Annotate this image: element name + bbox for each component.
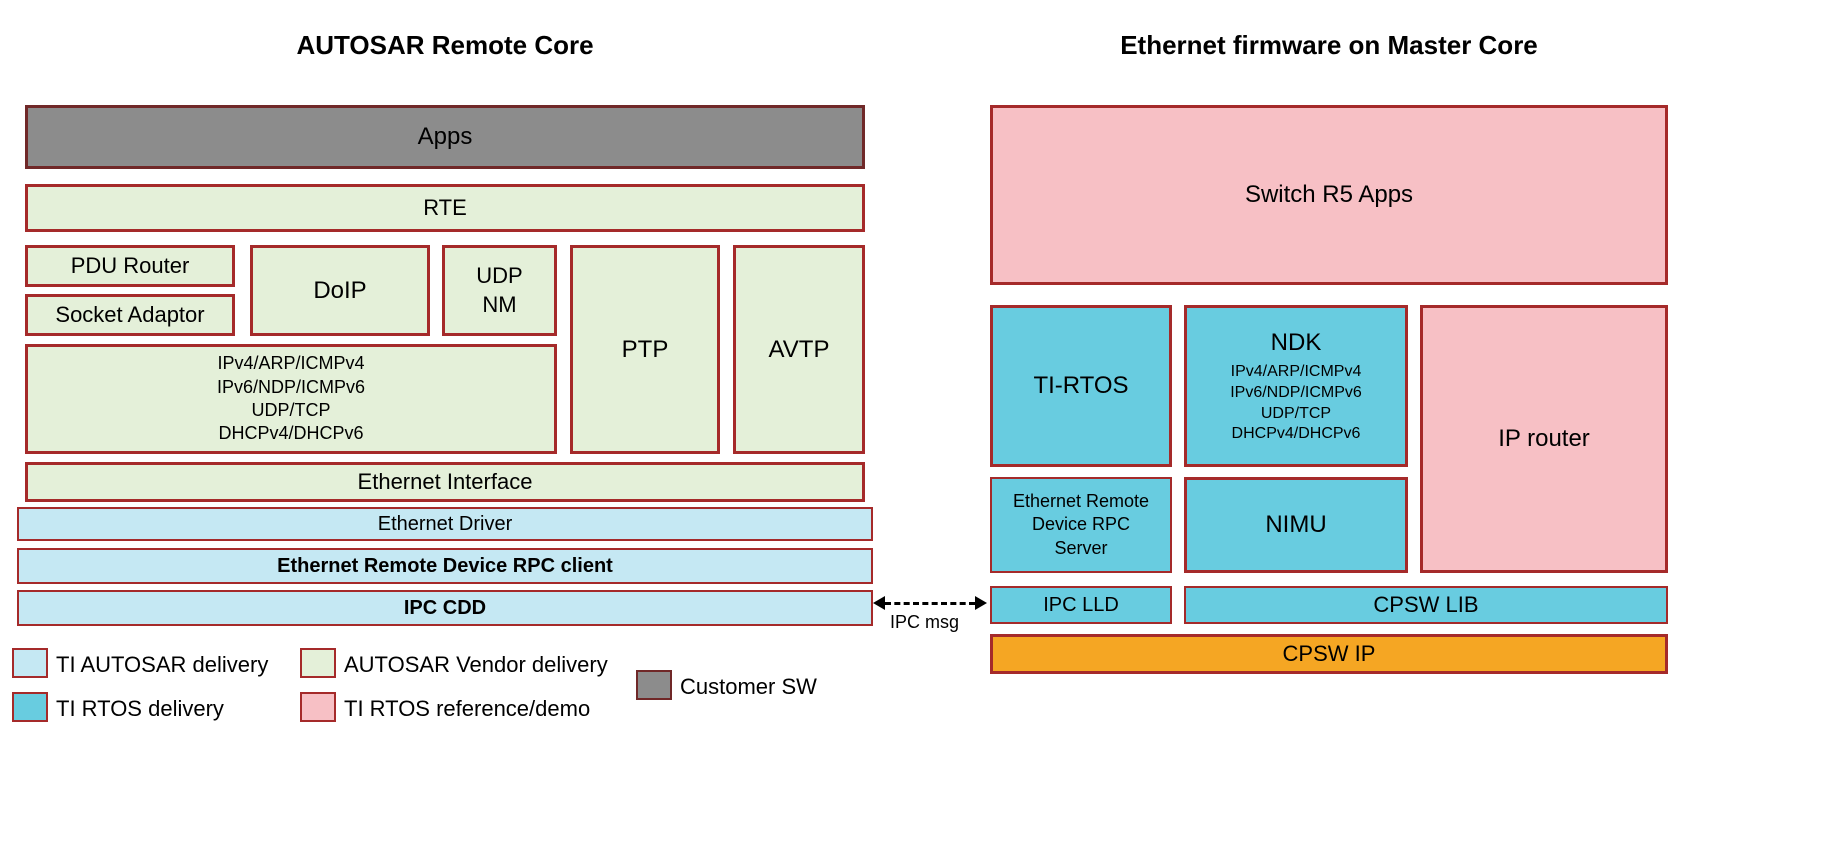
avtp-box: AVTP [733,245,865,454]
legend-label: AUTOSAR Vendor delivery [344,652,608,678]
rpc-client-box: Ethernet Remote Device RPC client [17,548,873,584]
ipc-cdd-box: IPC CDD [17,590,873,626]
rte-box: RTE [25,184,865,232]
ipc-arrow-line [885,602,975,605]
legend-swatch [300,692,336,722]
ndk-line: DHCPv4/DHCPv6 [1232,424,1361,445]
legend-label: TI RTOS delivery [56,696,224,722]
legend-label: Customer SW [680,674,817,700]
title-left: AUTOSAR Remote Core [25,30,865,61]
ndk-line: IPv4/ARP/ICMPv4 [1231,362,1362,383]
ipc-arrow-label: IPC msg [890,612,959,633]
cpsw-lib-box: CPSW LIB [1184,586,1668,624]
ip-router-box: IP router [1420,305,1668,573]
legend-swatch [636,670,672,700]
apps-box: Apps [25,105,865,169]
ip-stack-box: IPv4/ARP/ICMPv4 IPv6/NDP/ICMPv6 UDP/TCP … [25,344,557,454]
ptp-box: PTP [570,245,720,454]
eth-driver-box: Ethernet Driver [17,507,873,541]
title-right: Ethernet firmware on Master Core [990,30,1668,61]
nimu-box: NIMU [1184,477,1408,573]
ndk-title: NDK [1271,327,1322,358]
ipc-lld-box: IPC LLD [990,586,1172,624]
switch-r5-box: Switch R5 Apps [990,105,1668,285]
legend-swatch [12,648,48,678]
ip-stack-line: DHCPv4/DHCPv6 [218,422,363,445]
ndk-box: NDK IPv4/ARP/ICMPv4 IPv6/NDP/ICMPv6 UDP/… [1184,305,1408,467]
legend-swatch [300,648,336,678]
cpsw-ip-box: CPSW IP [990,634,1668,674]
eth-interface-box: Ethernet Interface [25,462,865,502]
legend-label: TI RTOS reference/demo [344,696,590,722]
legend-label: TI AUTOSAR delivery [56,652,268,678]
ti-rtos-box: TI-RTOS [990,305,1172,467]
ipc-arrow-head-left [873,596,885,610]
ip-stack-line: IPv4/ARP/ICMPv4 [217,352,364,375]
ip-stack-line: UDP/TCP [251,399,330,422]
ipc-arrow-head-right [975,596,987,610]
rpc-server-box: Ethernet Remote Device RPC Server [990,477,1172,573]
ip-stack-line: IPv6/NDP/ICMPv6 [217,376,365,399]
pdu-router-box: PDU Router [25,245,235,287]
ndk-line: UDP/TCP [1261,404,1331,425]
legend-swatch [12,692,48,722]
doip-box: DoIP [250,245,430,336]
udpnm-box: UDP NM [442,245,557,336]
socket-adaptor-box: Socket Adaptor [25,294,235,336]
ndk-line: IPv6/NDP/ICMPv6 [1230,383,1362,404]
